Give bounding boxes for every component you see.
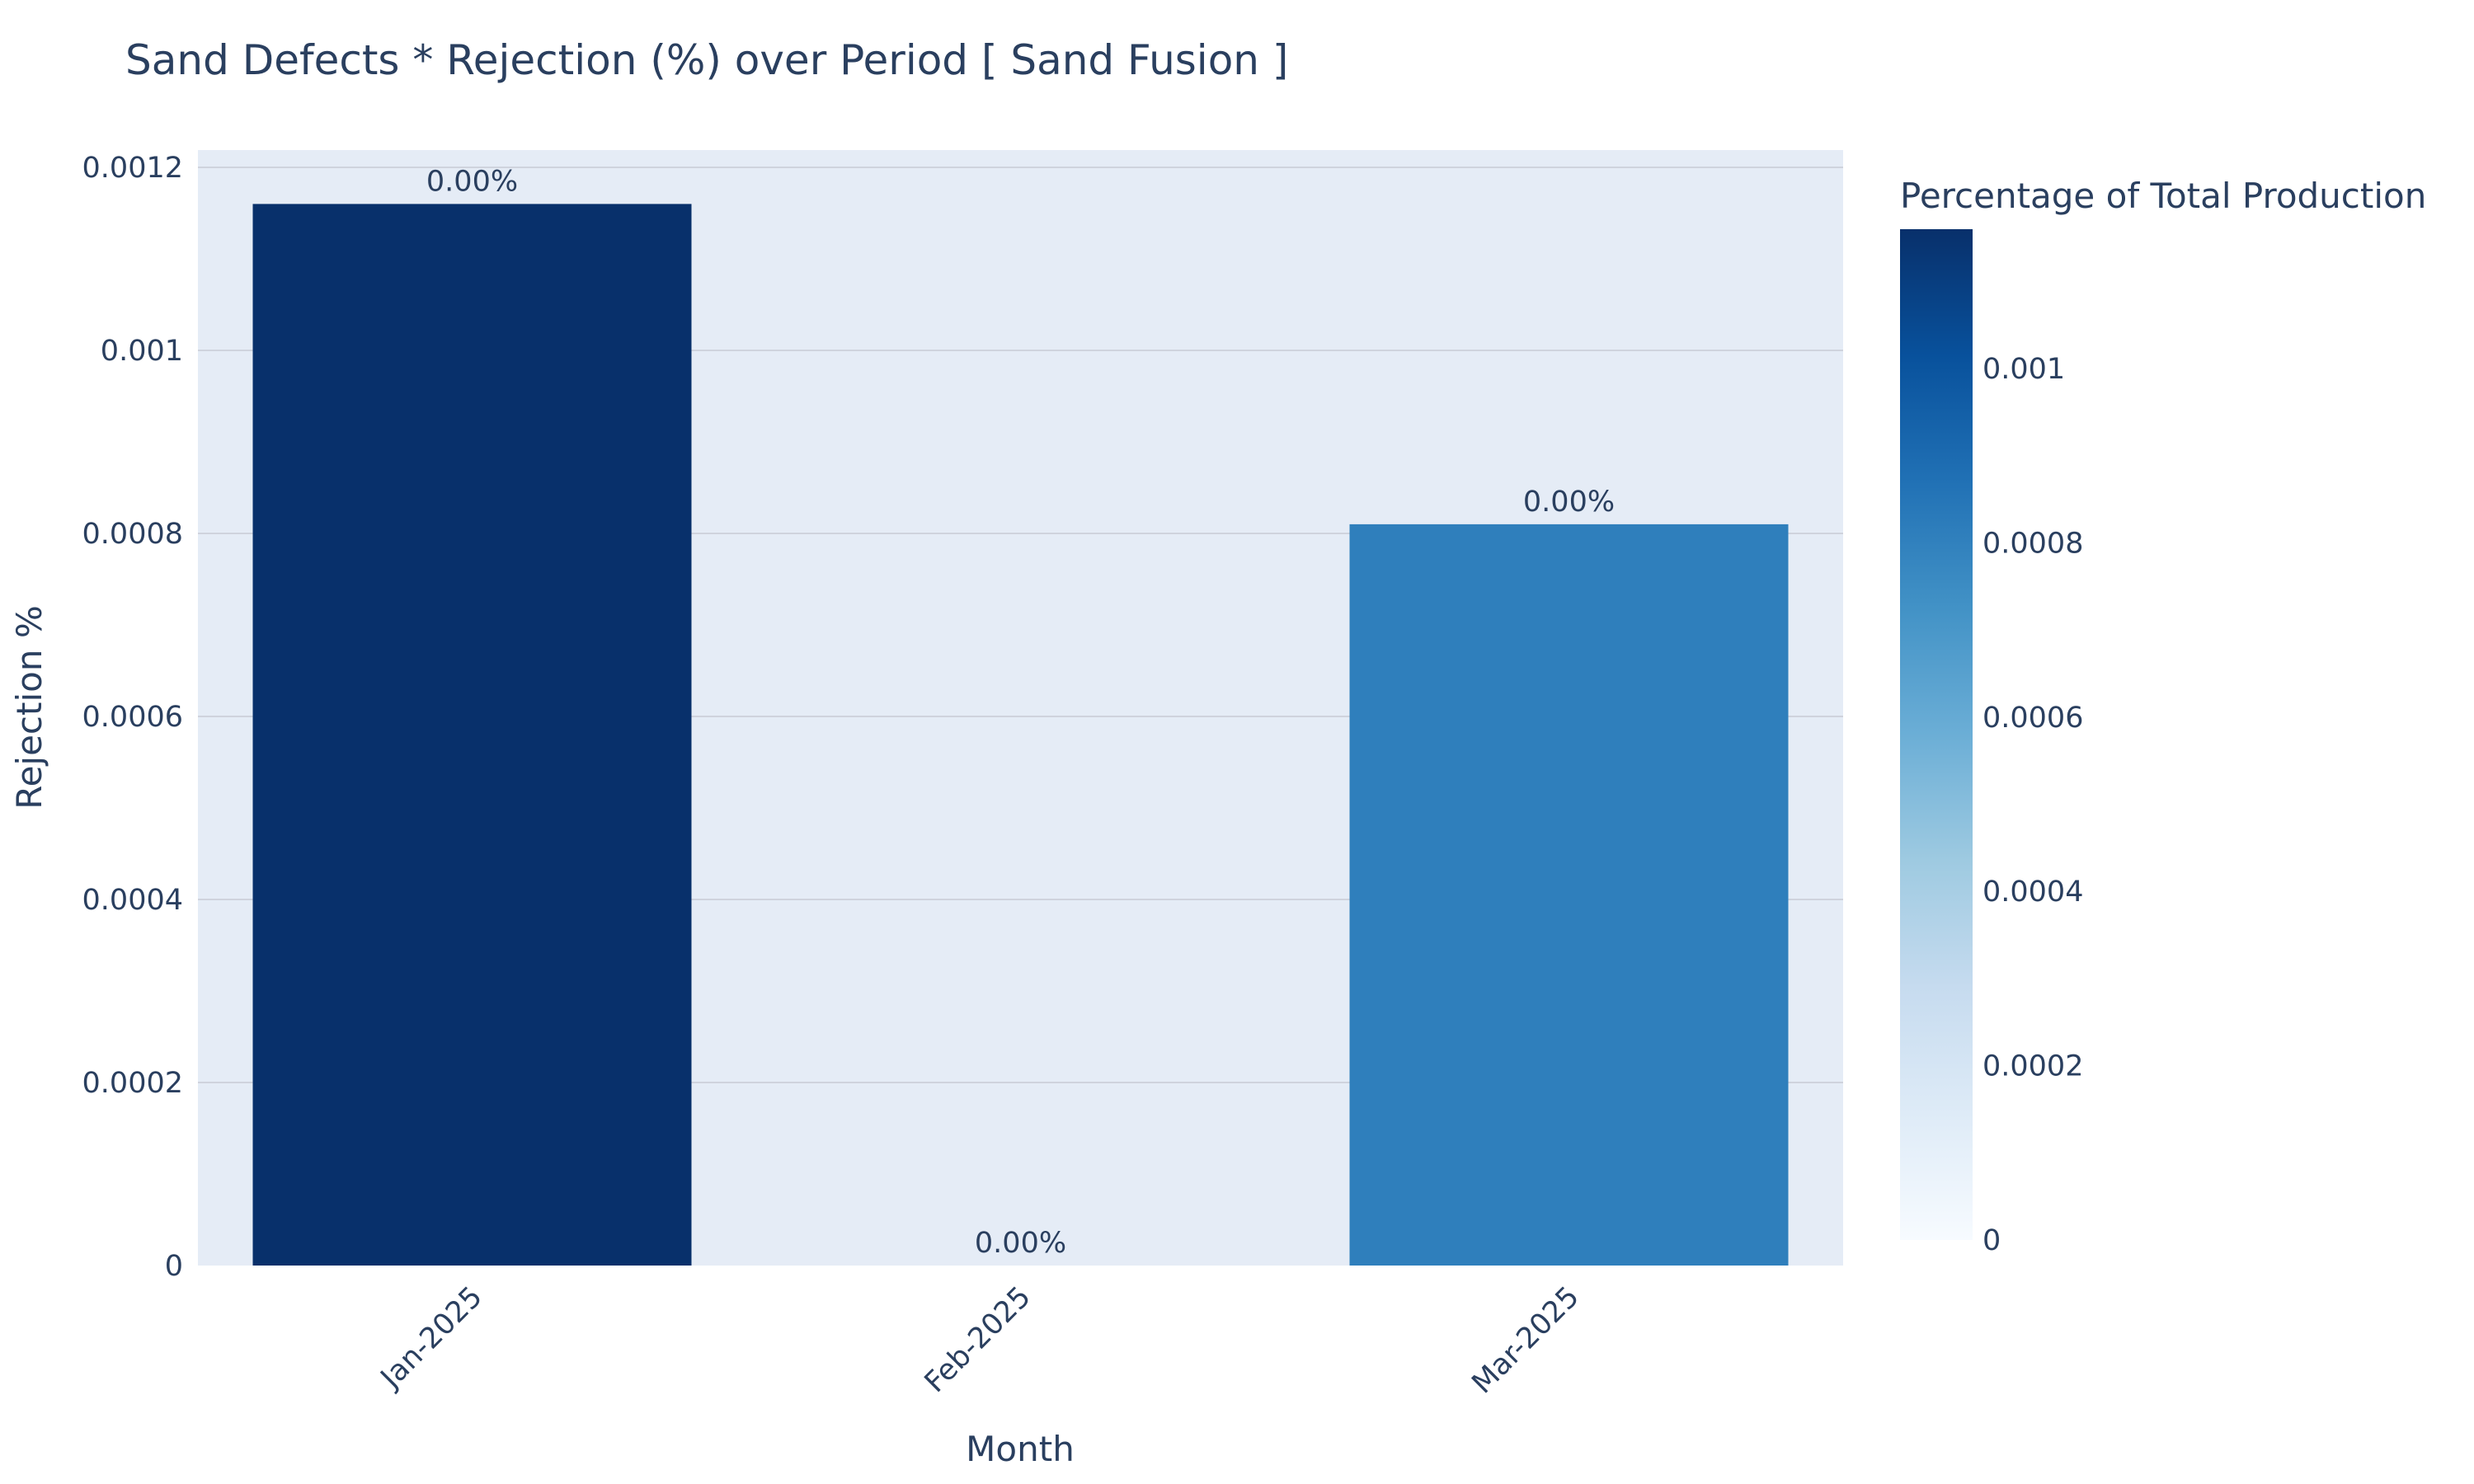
colorbar-tick-label: 0.0006 (1982, 702, 2083, 735)
bars (252, 204, 1789, 1266)
y-tick-label: 0.0002 (82, 1067, 183, 1100)
colorbar-tick-label: 0.0002 (1982, 1050, 2083, 1083)
y-tick-label: 0.001 (101, 335, 183, 368)
bar-label: 0.00% (975, 1227, 1066, 1260)
y-tick-label: 0.0008 (82, 518, 183, 551)
colorbar-title: Percentage of Total Production (1900, 176, 2426, 216)
colorbar-ticks: 0 0.0002 0.0004 0.0006 0.0008 0.001 (1982, 353, 2083, 1257)
x-tick-label: Feb-2025 (919, 1280, 1037, 1399)
chart-title: Sand Defects * Rejection (%) over Period… (125, 36, 1288, 84)
bar (252, 204, 692, 1266)
x-axis-ticks: Jan-2025 Feb-2025 Mar-2025 (374, 1280, 1586, 1400)
colorbar-tick-label: 0 (1982, 1224, 2001, 1257)
colorbar-tick-label: 0.0004 (1982, 876, 2083, 909)
y-tick-label: 0.0006 (82, 701, 183, 734)
bar-label: 0.00% (426, 165, 518, 198)
bar-labels: 0.00% 0.00% 0.00% (426, 165, 1615, 1260)
x-tick-label: Jan-2025 (374, 1280, 489, 1396)
y-axis-ticks: 0 0.0002 0.0004 0.0006 0.0008 0.001 0.0012 (82, 152, 183, 1283)
colorbar (1900, 229, 1973, 1240)
bar (1349, 524, 1789, 1266)
y-tick-label: 0.0004 (82, 884, 183, 917)
y-axis-title: Rejection % (9, 605, 49, 809)
y-tick-label: 0 (165, 1250, 183, 1283)
y-tick-label: 0.0012 (82, 152, 183, 185)
colorbar-tick-label: 0.001 (1982, 353, 2065, 386)
colorbar-tick-label: 0.0008 (1982, 527, 2083, 560)
bar-label: 0.00% (1523, 486, 1615, 519)
x-axis-title: Month (966, 1429, 1075, 1469)
x-tick-label: Mar-2025 (1466, 1280, 1586, 1400)
